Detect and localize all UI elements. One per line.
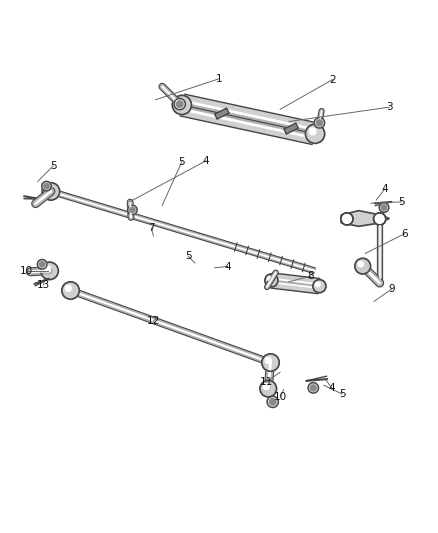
- Circle shape: [41, 262, 58, 280]
- Circle shape: [263, 384, 269, 390]
- Circle shape: [265, 357, 272, 364]
- Circle shape: [46, 186, 52, 192]
- Text: 5: 5: [398, 197, 405, 207]
- Circle shape: [39, 262, 45, 267]
- Text: 8: 8: [307, 271, 314, 281]
- Circle shape: [267, 396, 279, 408]
- Circle shape: [177, 101, 183, 107]
- Text: 11: 11: [260, 377, 273, 387]
- Circle shape: [311, 385, 316, 391]
- Circle shape: [314, 118, 325, 128]
- Text: 1: 1: [215, 74, 223, 84]
- Text: 3: 3: [386, 102, 392, 112]
- Circle shape: [308, 383, 318, 393]
- Circle shape: [309, 128, 316, 135]
- Circle shape: [381, 205, 387, 210]
- Text: 5: 5: [185, 252, 192, 262]
- Text: 4: 4: [381, 184, 388, 194]
- Circle shape: [62, 282, 79, 299]
- Text: 4: 4: [203, 156, 209, 166]
- Circle shape: [42, 183, 60, 200]
- Text: 7: 7: [148, 223, 155, 233]
- Circle shape: [355, 259, 371, 274]
- Circle shape: [42, 181, 51, 191]
- Circle shape: [65, 285, 71, 292]
- Text: 5: 5: [50, 161, 57, 171]
- Text: 12: 12: [147, 316, 160, 326]
- Text: 5: 5: [339, 389, 346, 399]
- Text: 4: 4: [224, 262, 231, 271]
- Circle shape: [44, 265, 50, 272]
- Text: 2: 2: [329, 75, 336, 85]
- Circle shape: [305, 124, 325, 143]
- Circle shape: [44, 183, 49, 189]
- Text: 9: 9: [388, 284, 395, 294]
- Circle shape: [374, 213, 386, 225]
- Circle shape: [317, 120, 322, 126]
- Circle shape: [174, 99, 185, 110]
- Circle shape: [260, 381, 276, 397]
- Circle shape: [313, 280, 326, 293]
- Circle shape: [315, 282, 320, 287]
- Circle shape: [262, 354, 279, 372]
- Circle shape: [127, 205, 137, 215]
- Circle shape: [376, 215, 380, 220]
- Text: 5: 5: [179, 157, 185, 167]
- Circle shape: [343, 215, 347, 220]
- Circle shape: [37, 260, 47, 269]
- Circle shape: [265, 274, 278, 287]
- Circle shape: [341, 213, 353, 225]
- Circle shape: [268, 277, 272, 281]
- Text: 4: 4: [328, 383, 335, 393]
- Circle shape: [130, 207, 135, 213]
- Text: 10: 10: [274, 392, 287, 402]
- Text: 6: 6: [401, 229, 408, 239]
- Circle shape: [176, 99, 183, 106]
- Text: 13: 13: [37, 280, 50, 290]
- Circle shape: [379, 203, 389, 212]
- Circle shape: [172, 95, 191, 115]
- Text: 10: 10: [19, 266, 32, 276]
- Circle shape: [269, 399, 276, 405]
- Polygon shape: [341, 211, 389, 227]
- Circle shape: [358, 261, 364, 267]
